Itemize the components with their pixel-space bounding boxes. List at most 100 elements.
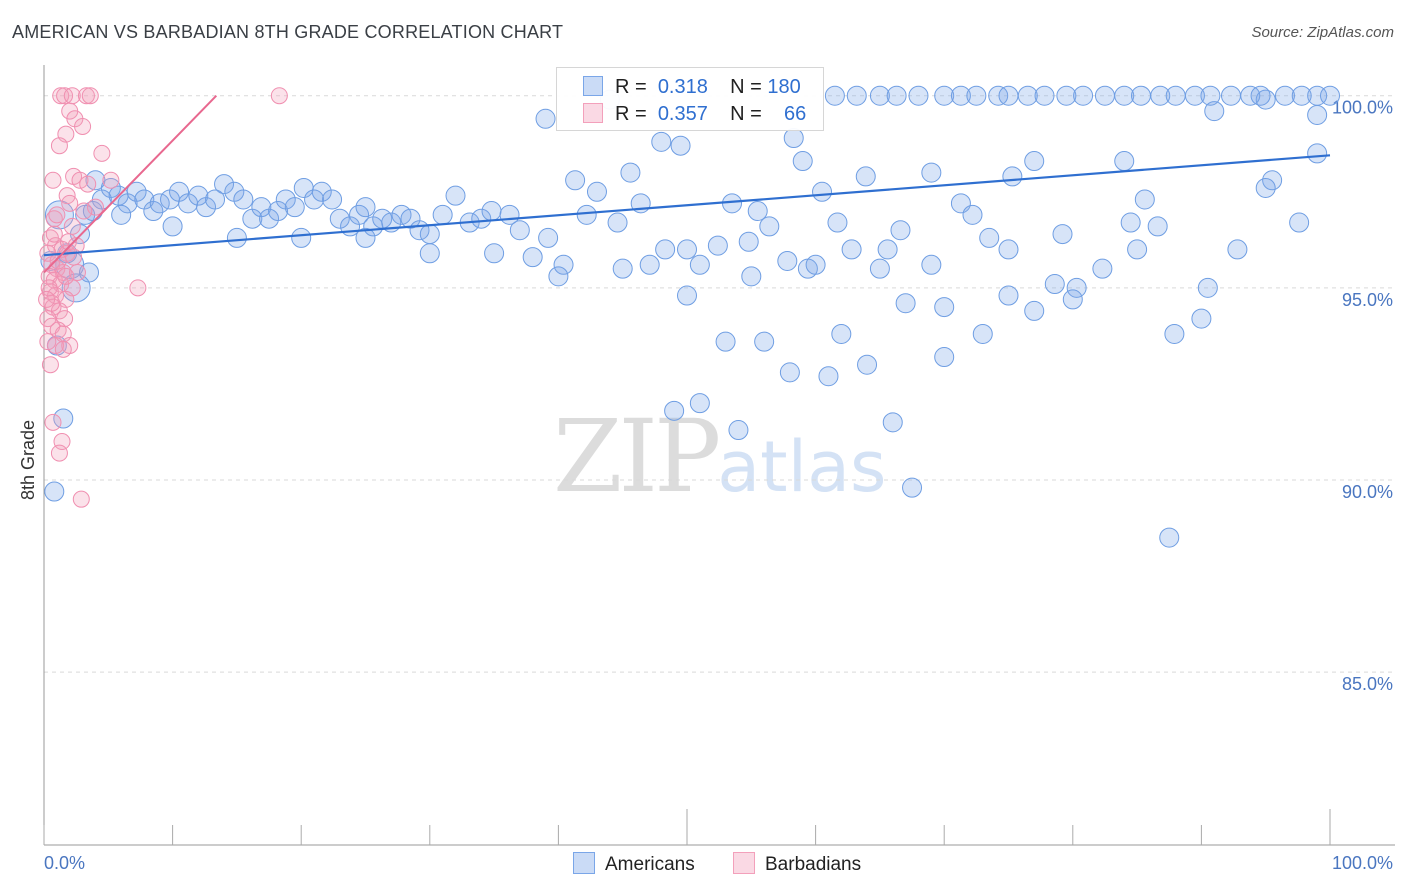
r-value-barbadians: 0.357 xyxy=(657,103,708,125)
americans-legend-icon xyxy=(573,852,595,874)
n-label: N = xyxy=(730,76,762,98)
x-tick-label-max: 100.0% xyxy=(1332,853,1393,873)
point-americans xyxy=(1184,85,1205,106)
point-americans xyxy=(792,151,813,172)
point-americans xyxy=(205,189,226,210)
point-americans xyxy=(827,212,848,233)
point-americans xyxy=(1291,85,1312,106)
point-americans xyxy=(509,220,530,241)
point-barbadians xyxy=(47,336,65,354)
point-barbadians xyxy=(59,233,77,251)
point-americans xyxy=(869,85,890,106)
point-americans xyxy=(779,362,800,383)
point-americans xyxy=(962,204,983,225)
point-americans xyxy=(846,85,867,106)
point-americans xyxy=(1114,85,1135,106)
point-americans xyxy=(85,170,106,191)
point-americans xyxy=(445,185,466,206)
point-americans xyxy=(111,204,132,225)
point-americans xyxy=(677,285,697,306)
legend-row-americans: R = 0.318 N = 180 xyxy=(583,76,801,99)
point-americans xyxy=(471,208,492,229)
point-americans xyxy=(1220,85,1241,106)
legend-label-barbadians: Barbadians xyxy=(765,854,862,875)
n-value-barbadians: 66 xyxy=(784,103,807,125)
legend-item-americans[interactable]: Americans xyxy=(573,852,695,876)
point-americans xyxy=(1127,239,1148,260)
point-americans xyxy=(950,85,971,106)
legend-item-barbadians[interactable]: Barbadians xyxy=(733,852,861,876)
point-americans xyxy=(831,323,852,344)
point-americans xyxy=(149,193,170,214)
watermark-zip: ZIP xyxy=(553,398,721,515)
point-americans xyxy=(998,85,1019,106)
point-barbadians xyxy=(61,194,79,212)
point-americans xyxy=(126,181,147,202)
point-americans xyxy=(1120,212,1141,233)
point-barbadians xyxy=(75,202,93,220)
point-americans xyxy=(1191,308,1212,329)
point-barbadians xyxy=(63,217,81,235)
point-barbadians xyxy=(52,87,70,105)
r-value-americans: 0.318 xyxy=(657,76,708,98)
point-americans xyxy=(553,254,574,275)
point-americans xyxy=(1073,85,1094,106)
point-americans xyxy=(1134,189,1155,210)
point-americans xyxy=(1094,85,1115,106)
point-americans xyxy=(1002,166,1023,187)
stats-legend: R = 0.318 N = 180 R = 0.357 N = 66 xyxy=(556,67,824,131)
point-americans xyxy=(481,201,502,222)
point-americans xyxy=(1092,258,1113,279)
y-tick-label: 95.0% xyxy=(1342,290,1393,310)
point-americans xyxy=(214,174,235,195)
point-americans xyxy=(677,239,697,260)
point-americans xyxy=(548,266,569,287)
point-americans xyxy=(1262,170,1283,191)
point-americans xyxy=(934,347,955,368)
point-americans xyxy=(1289,212,1310,233)
point-barbadians xyxy=(54,340,72,358)
point-americans xyxy=(783,128,804,149)
point-barbadians xyxy=(41,356,59,374)
point-americans xyxy=(576,204,597,225)
point-americans xyxy=(1165,85,1186,106)
point-americans xyxy=(284,197,305,218)
point-americans xyxy=(921,254,942,275)
point-barbadians xyxy=(39,333,57,351)
americans-swatch-icon xyxy=(583,76,603,96)
point-americans xyxy=(268,201,289,222)
point-americans xyxy=(1307,143,1328,164)
point-americans xyxy=(972,323,993,344)
n-label: N = xyxy=(730,103,762,125)
point-americans xyxy=(1197,277,1218,298)
point-barbadians xyxy=(81,87,99,105)
point-americans xyxy=(857,354,878,375)
point-americans xyxy=(841,239,862,260)
n-value-americans: 180 xyxy=(767,76,801,98)
point-americans xyxy=(877,239,898,260)
point-americans xyxy=(689,254,710,275)
point-barbadians xyxy=(63,87,81,105)
point-americans xyxy=(1204,101,1225,122)
point-americans xyxy=(1034,85,1055,106)
point-americans xyxy=(998,285,1019,306)
point-americans xyxy=(988,85,1009,106)
point-americans xyxy=(998,239,1019,260)
point-barbadians xyxy=(50,137,68,155)
point-barbadians xyxy=(44,171,62,189)
chart-title: AMERICAN VS BARBADIAN 8TH GRADE CORRELAT… xyxy=(12,22,564,42)
point-americans xyxy=(890,220,911,241)
point-americans xyxy=(715,331,736,352)
point-americans xyxy=(824,85,845,106)
point-barbadians xyxy=(93,144,111,162)
point-americans xyxy=(934,85,955,106)
point-americans xyxy=(882,412,903,433)
point-americans xyxy=(707,235,728,256)
legend-row-barbadians: R = 0.357 N = 66 xyxy=(583,103,806,126)
point-americans xyxy=(1164,323,1185,344)
point-barbadians xyxy=(79,175,97,193)
point-barbadians xyxy=(74,117,92,135)
point-americans xyxy=(670,135,691,156)
point-americans xyxy=(921,162,942,183)
